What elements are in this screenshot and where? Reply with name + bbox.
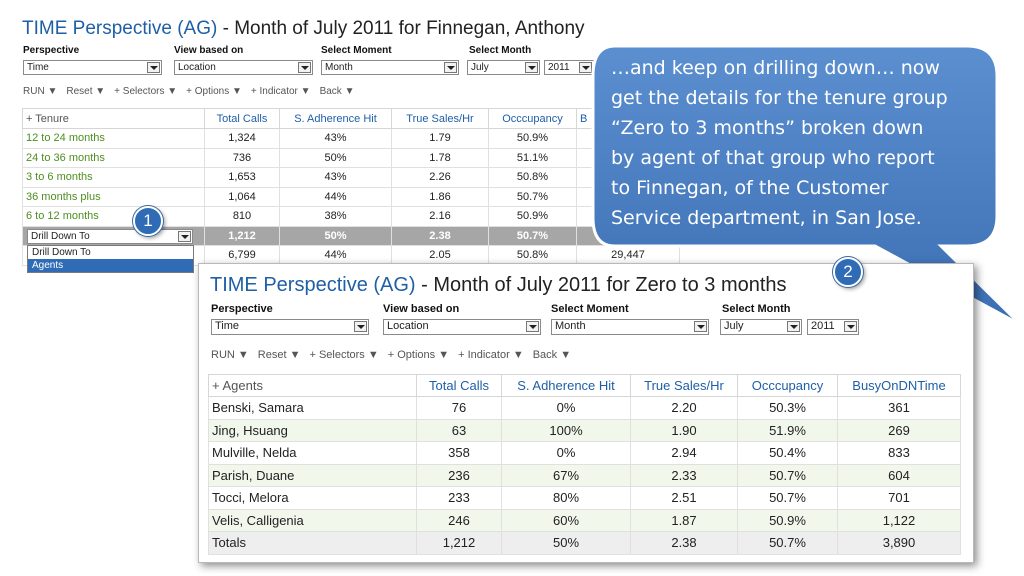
table-row[interactable]: Tocci, Melora 233 80% 2.51 50.7% 701 (208, 486, 961, 510)
panel-view-label: View based on (383, 303, 460, 315)
reset-button[interactable]: Reset ▼ (66, 86, 106, 97)
table-row[interactable]: 24 to 36 months 736 50% 1.78 51.1% (22, 147, 680, 168)
panel-toolbar: RUN ▼ Reset ▼ + Selectors ▼ + Options ▼ + In… (211, 349, 580, 361)
table-row[interactable]: 6 to 12 months 810 38% 2.16 50.9% (22, 206, 680, 227)
option-agents[interactable]: Agents (28, 259, 193, 272)
toolbar: RUN ▼ Reset ▼ + Selectors ▼ + Options ▼ + In… (23, 86, 363, 97)
panel-busy-header[interactable]: BusyOnDNTime (837, 374, 961, 397)
panel-reset-button[interactable]: Reset ▼ (257, 349, 301, 361)
table-row[interactable]: Jing, Hsuang 63 100% 1.90 51.9% 269 (208, 418, 961, 442)
drill-down-options: Drill Down To Agents (27, 245, 194, 273)
run-button[interactable]: RUN ▼ (23, 86, 58, 97)
view-based-on-label: View based on (174, 45, 244, 56)
panel-selectors-button[interactable]: + Selectors ▼ (309, 349, 379, 361)
chevron-down-icon (787, 321, 800, 332)
agents-table: + Agents Total Calls S. Adherence Hit Tr… (208, 374, 961, 555)
sales-header[interactable]: True Sales/Hr (391, 108, 489, 129)
back-button[interactable]: Back ▼ (319, 86, 355, 97)
callout-shape (591, 44, 1023, 327)
drill-down-select[interactable]: Drill Down To (27, 229, 193, 244)
panel-view-select[interactable]: Location (383, 319, 541, 335)
table-row[interactable]: 36 months plus 1,064 44% 1.86 50.7% (22, 186, 680, 207)
step-badge-1: 1 (133, 206, 163, 236)
panel-year-select[interactable]: 2011 (807, 319, 859, 335)
report-title: TIME Perspective (AG) - Month of July 20… (22, 18, 585, 40)
panel-adherence-header[interactable]: S. Adherence Hit (501, 374, 631, 397)
occupancy-header[interactable]: Occcupancy (488, 108, 577, 129)
table-row[interactable]: Velis, Calligenia 246 60% 1.87 50.9% 1,122 (208, 508, 961, 532)
chevron-down-icon (298, 62, 311, 73)
panel-perspective-select[interactable]: Time (211, 319, 369, 335)
select-moment-select[interactable]: Month (321, 60, 459, 75)
chevron-down-icon (694, 321, 707, 332)
total-calls-header[interactable]: Total Calls (204, 108, 280, 129)
report-title-suffix: - Month of July 2011 for Finnegan, Antho… (217, 18, 585, 39)
option-drill-down-to[interactable]: Drill Down To (32, 247, 91, 258)
chevron-down-icon (526, 321, 539, 332)
chevron-down-icon (444, 62, 457, 73)
chevron-down-icon (579, 62, 592, 73)
agents-header[interactable]: + Agents (208, 374, 417, 397)
table-row[interactable]: Benski, Samara 76 0% 2.20 50.3% 361 (208, 396, 961, 420)
month-select[interactable]: July (467, 60, 540, 75)
year-select[interactable]: 2011 (544, 60, 594, 75)
select-moment-label: Select Moment (321, 45, 392, 56)
panel-sales-header[interactable]: True Sales/Hr (630, 374, 738, 397)
report-title-prefix: TIME Perspective (AG) (22, 18, 218, 39)
perspective-select[interactable]: Time (23, 60, 162, 75)
agents-report-panel: TIME Perspective (AG) - Month of July 20… (198, 263, 974, 563)
select-month-label: Select Month (469, 45, 532, 56)
panel-title: TIME Perspective (AG) - Month of July 20… (210, 274, 787, 296)
perspective-label: Perspective (23, 45, 80, 56)
selectors-button[interactable]: + Selectors ▼ (114, 86, 178, 97)
adherence-header[interactable]: S. Adherence Hit (279, 108, 392, 129)
panel-occupancy-header[interactable]: Occcupancy (737, 374, 838, 397)
panel-total-calls-header[interactable]: Total Calls (416, 374, 502, 397)
panel-month-label: Select Month (722, 303, 791, 315)
totals-row: Totals 1,212 50% 2.38 50.7% 3,890 (208, 531, 961, 555)
totals-row: 6,799 44% 2.05 50.8% 29,447 (22, 245, 680, 266)
panel-indicator-button[interactable]: + Indicator ▼ (458, 349, 524, 361)
tenure-header[interactable]: + Tenure (22, 108, 205, 129)
options-button[interactable]: + Options ▼ (186, 86, 242, 97)
callout-text: …and keep on drilling down… now get the … (611, 57, 948, 229)
panel-moment-label: Select Moment (551, 303, 629, 315)
chevron-down-icon (354, 321, 367, 332)
table-row[interactable]: Parish, Duane 236 67% 2.33 50.7% 604 (208, 463, 961, 487)
table-row[interactable]: 3 to 6 months 1,653 43% 2.26 50.8% (22, 167, 680, 188)
view-based-on-select[interactable]: Location (174, 60, 313, 75)
table-row[interactable]: Mulville, Nelda 358 0% 2.94 50.4% 833 (208, 441, 961, 465)
panel-options-button[interactable]: + Options ▼ (387, 349, 450, 361)
panel-run-button[interactable]: RUN ▼ (211, 349, 249, 361)
step-badge-2: 2 (833, 257, 863, 287)
panel-perspective-label: Perspective (211, 303, 273, 315)
callout-bubble (591, 44, 1023, 327)
chevron-down-icon (178, 231, 191, 242)
chevron-down-icon (525, 62, 538, 73)
panel-moment-select[interactable]: Month (551, 319, 709, 335)
chevron-down-icon (147, 62, 160, 73)
panel-back-button[interactable]: Back ▼ (532, 349, 572, 361)
indicator-button[interactable]: + Indicator ▼ (250, 86, 311, 97)
panel-month-select[interactable]: July (720, 319, 802, 335)
table-row[interactable]: 12 to 24 months 1,324 43% 1.79 50.9% (22, 128, 680, 149)
chevron-down-icon (844, 321, 857, 332)
